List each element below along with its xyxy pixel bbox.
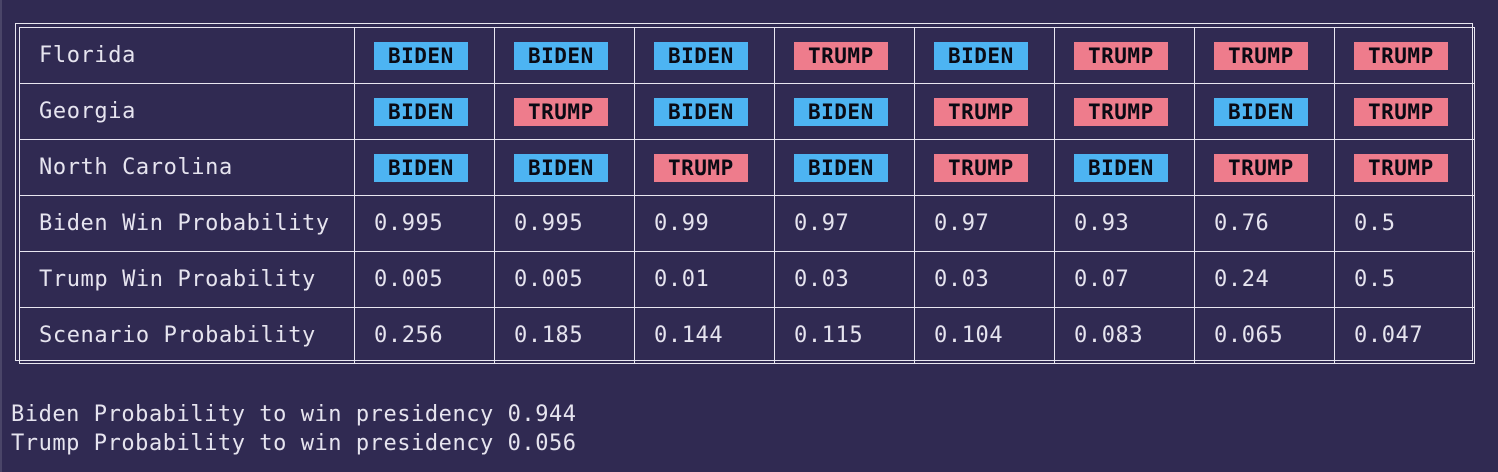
probability-row: Biden Win Probability 0.995 0.995 0.99 0.97 0… (19, 195, 1475, 252)
probability-cell: 0.115 (774, 307, 915, 364)
trump-badge: TRUMP (1074, 41, 1168, 70)
probability-cell: 0.93 (1054, 195, 1195, 252)
outcome-cell: BIDEN (494, 139, 635, 196)
trump-badge: TRUMP (1354, 97, 1448, 126)
outcome-cell: TRUMP (1334, 139, 1475, 196)
probability-cell: 0.03 (774, 251, 915, 308)
state-row: North Carolina BIDEN BIDEN TRUMP BIDEN TRUMP B… (19, 139, 1475, 196)
outcome-cell: BIDEN (354, 139, 495, 196)
outcome-cell: TRUMP (1334, 27, 1475, 84)
scenario-table: Florida BIDEN BIDEN BIDEN TRUMP BIDEN TRUMP TRU… (19, 27, 1475, 364)
biden-badge: BIDEN (934, 41, 1028, 70)
probability-cell: 0.76 (1194, 195, 1335, 252)
biden-badge: BIDEN (514, 41, 608, 70)
outcome-cell: TRUMP (774, 27, 915, 84)
probability-cell: 0.256 (354, 307, 495, 364)
outcome-cell: TRUMP (1054, 27, 1195, 84)
outcome-cell: BIDEN (914, 27, 1055, 84)
biden-badge: BIDEN (654, 41, 748, 70)
biden-badge: BIDEN (794, 97, 888, 126)
outcome-cell: TRUMP (1334, 83, 1475, 140)
probability-cell: 0.07 (1054, 251, 1195, 308)
trump-badge: TRUMP (654, 153, 748, 182)
row-label: Georgia (19, 83, 355, 140)
trump-summary-line: Trump Probability to win presidency 0.05… (11, 431, 577, 456)
outcome-cell: TRUMP (634, 139, 775, 196)
probability-cell: 0.185 (494, 307, 635, 364)
biden-badge: BIDEN (374, 41, 468, 70)
outcome-cell: BIDEN (634, 27, 775, 84)
probability-cell: 0.5 (1334, 251, 1475, 308)
probability-cell: 0.065 (1194, 307, 1335, 364)
probability-cell: 0.144 (634, 307, 775, 364)
outcome-cell: TRUMP (1194, 139, 1335, 196)
probability-cell: 0.047 (1334, 307, 1475, 364)
trump-badge: TRUMP (1074, 97, 1168, 126)
outcome-cell: BIDEN (354, 83, 495, 140)
probability-cell: 0.5 (1334, 195, 1475, 252)
probability-cell: 0.24 (1194, 251, 1335, 308)
probability-cell: 0.995 (354, 195, 495, 252)
probability-cell: 0.97 (774, 195, 915, 252)
scenario-table-frame: Florida BIDEN BIDEN BIDEN TRUMP BIDEN TRUMP TRU… (15, 23, 1475, 364)
row-label: Trump Win Proability (19, 251, 355, 308)
probability-cell: 0.104 (914, 307, 1055, 364)
probability-cell: 0.005 (354, 251, 495, 308)
trump-badge: TRUMP (1354, 153, 1448, 182)
biden-badge: BIDEN (374, 97, 468, 126)
outcome-cell: BIDEN (634, 83, 775, 140)
biden-badge: BIDEN (654, 97, 748, 126)
outcome-cell: BIDEN (774, 139, 915, 196)
outcome-cell: TRUMP (914, 139, 1055, 196)
trump-badge: TRUMP (934, 153, 1028, 182)
trump-badge: TRUMP (934, 97, 1028, 126)
summary-output: Biden Probability to win presidency 0.94… (11, 400, 577, 458)
probability-cell: 0.005 (494, 251, 635, 308)
probability-cell: 0.083 (1054, 307, 1195, 364)
trump-badge: TRUMP (1354, 41, 1448, 70)
state-row: Georgia BIDEN TRUMP BIDEN BIDEN TRUMP TRUMP BID… (19, 83, 1475, 140)
biden-badge: BIDEN (1074, 153, 1168, 182)
outcome-cell: TRUMP (1054, 83, 1195, 140)
outcome-cell: TRUMP (494, 83, 635, 140)
outcome-cell: BIDEN (354, 27, 495, 84)
outcome-cell: BIDEN (1194, 83, 1335, 140)
outcome-cell: TRUMP (1194, 27, 1335, 84)
biden-summary-line: Biden Probability to win presidency 0.94… (11, 402, 577, 427)
probability-row: Trump Win Proability 0.005 0.005 0.01 0.03 0.… (19, 251, 1475, 308)
biden-badge: BIDEN (514, 153, 608, 182)
biden-badge: BIDEN (794, 153, 888, 182)
table-body: Florida BIDEN BIDEN BIDEN TRUMP BIDEN TRUMP TRU… (19, 27, 1475, 364)
row-label: Scenario Probability (19, 307, 355, 364)
trump-badge: TRUMP (1214, 153, 1308, 182)
trump-badge: TRUMP (1214, 41, 1308, 70)
probability-row: Scenario Probability 0.256 0.185 0.144 0.115… (19, 307, 1475, 364)
outcome-cell: BIDEN (1054, 139, 1195, 196)
window-left-edge (0, 0, 2, 472)
row-label: North Carolina (19, 139, 355, 196)
probability-cell: 0.99 (634, 195, 775, 252)
trump-badge: TRUMP (514, 97, 608, 126)
trump-badge: TRUMP (794, 41, 888, 70)
row-label: Florida (19, 27, 355, 84)
probability-cell: 0.97 (914, 195, 1055, 252)
outcome-cell: BIDEN (774, 83, 915, 140)
probability-cell: 0.995 (494, 195, 635, 252)
biden-badge: BIDEN (1214, 97, 1308, 126)
state-row: Florida BIDEN BIDEN BIDEN TRUMP BIDEN TRUMP TRU… (19, 27, 1475, 84)
outcome-cell: BIDEN (494, 27, 635, 84)
row-label: Biden Win Probability (19, 195, 355, 252)
outcome-cell: TRUMP (914, 83, 1055, 140)
probability-cell: 0.01 (634, 251, 775, 308)
biden-badge: BIDEN (374, 153, 468, 182)
probability-cell: 0.03 (914, 251, 1055, 308)
